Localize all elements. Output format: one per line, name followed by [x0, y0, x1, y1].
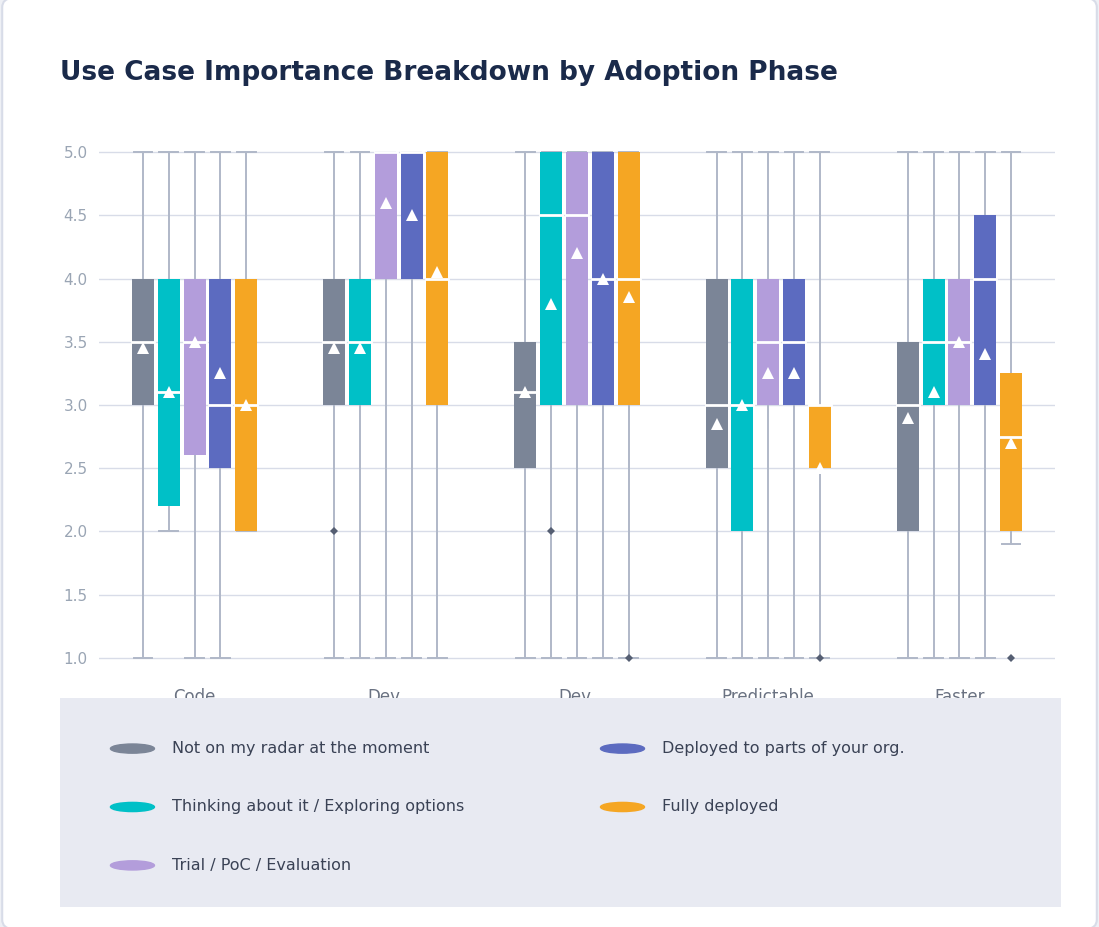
Bar [541, 152, 563, 405]
Circle shape [600, 744, 644, 753]
Bar [400, 152, 422, 278]
Text: Use Case Importance Breakdown by Adoption Phase: Use Case Importance Breakdown by Adoptio… [60, 60, 839, 86]
Bar [323, 278, 345, 405]
Bar [757, 278, 779, 405]
Bar [184, 278, 206, 455]
Bar [349, 278, 371, 405]
Bar [923, 278, 945, 405]
Circle shape [600, 803, 644, 811]
Text: Fully deployed: Fully deployed [662, 799, 778, 815]
Bar [897, 342, 919, 531]
Text: Thinking about it / Exploring options: Thinking about it / Exploring options [173, 799, 464, 815]
Bar [158, 278, 180, 506]
Text: Deployed to parts of your org.: Deployed to parts of your org. [662, 741, 904, 756]
Bar [618, 152, 640, 405]
Bar [426, 152, 448, 405]
Circle shape [110, 803, 155, 811]
Bar [132, 278, 154, 405]
Bar [566, 152, 588, 405]
Bar [809, 405, 831, 468]
Text: Not on my radar at the moment: Not on my radar at the moment [173, 741, 430, 756]
Bar [1000, 374, 1022, 531]
Bar [782, 278, 804, 405]
Bar [948, 278, 970, 405]
FancyBboxPatch shape [31, 692, 1090, 913]
Bar [706, 278, 728, 468]
Bar [591, 152, 613, 405]
Bar [974, 215, 996, 405]
Circle shape [110, 861, 155, 870]
Circle shape [110, 744, 155, 753]
Bar [732, 278, 754, 531]
Bar [209, 278, 231, 468]
Bar [514, 342, 536, 468]
Bar [235, 278, 257, 531]
Bar [375, 152, 397, 278]
Text: Trial / PoC / Evaluation: Trial / PoC / Evaluation [173, 857, 352, 873]
